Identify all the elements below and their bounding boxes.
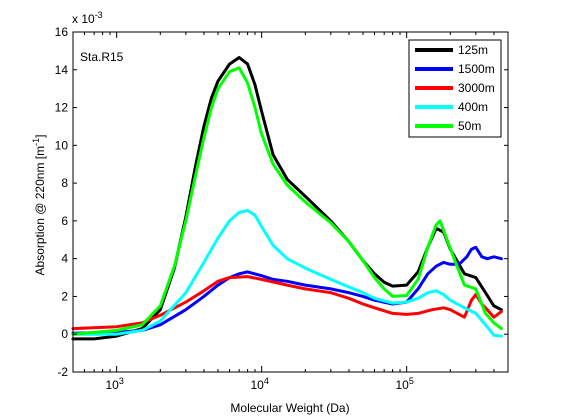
y-axis-label-exponent: -1 (31, 138, 41, 146)
y-tick-label: 10 (55, 138, 69, 152)
y-scale-exponent: -3 (95, 10, 103, 20)
y-tick-label: 6 (61, 214, 68, 228)
y-tick-label: 4 (61, 252, 68, 266)
y-tick-label: 8 (61, 176, 68, 190)
y-tick-label: 16 (55, 25, 69, 39)
y-tick-label: 12 (55, 101, 69, 115)
y-axis-label: Absorption @ 220nm [m-1] (31, 135, 47, 276)
legend-label-1500m: 1500m (458, 62, 495, 76)
y-axis-label-end: ] (33, 135, 47, 138)
legend-label-125m: 125m (458, 43, 488, 57)
y-tick-label: 14 (55, 63, 69, 77)
y-scale-prefix: x 10 (72, 12, 95, 26)
legend: 125m 1500m 3000m 400m 50m (409, 40, 501, 137)
y-tick-label: -2 (57, 365, 68, 379)
chart-annotation: Sta.R15 (80, 50, 124, 64)
legend-label-400m: 400m (458, 100, 488, 114)
y-tick-label: 0 (61, 327, 68, 341)
legend-label-3000m: 3000m (458, 81, 495, 95)
y-axis-label-main: Absorption @ 220nm [m (33, 146, 47, 276)
legend-label-50m: 50m (458, 119, 481, 133)
x-axis-label: Molecular Weight (Da) (230, 401, 349, 415)
y-tick-label: 2 (61, 289, 68, 303)
